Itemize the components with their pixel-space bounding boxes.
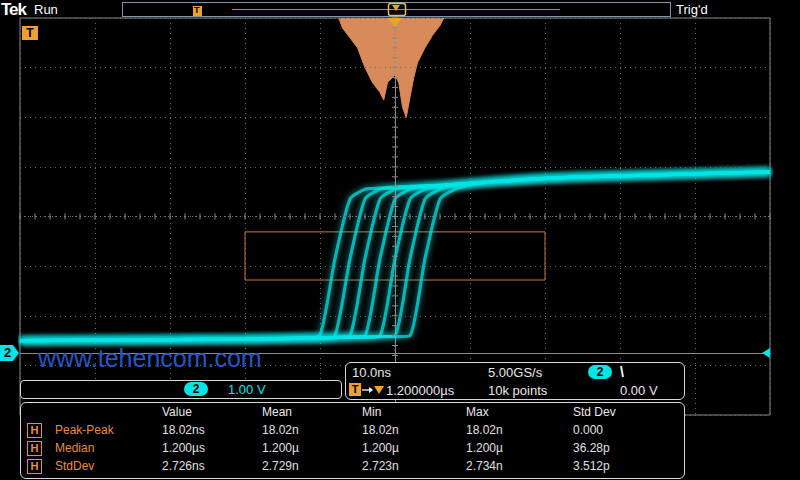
- html-text:5.00GS/s: 5.00GS/s: [488, 365, 543, 380]
- html-text:Value: Value: [162, 405, 192, 419]
- html-text:1.200µ: 1.200µ: [362, 441, 399, 455]
- html-text:2.734n: 2.734n: [466, 459, 503, 473]
- html-text:0.000: 0.000: [573, 423, 603, 437]
- html-text:H: H: [30, 460, 39, 472]
- html-text:18.02n: 18.02n: [466, 423, 503, 437]
- html-text:Mean: Mean: [262, 405, 292, 419]
- html-text:36.28p: 36.28p: [573, 441, 610, 455]
- html-text:Std Dev: Std Dev: [573, 405, 616, 419]
- html-text:1.200µs: 1.200µs: [162, 441, 205, 455]
- html-text:Min: Min: [362, 405, 382, 419]
- html-text:1.00 V: 1.00 V: [228, 382, 266, 397]
- html-text:2: 2: [192, 382, 200, 396]
- html-text:1.200000µs: 1.200000µs: [386, 383, 455, 398]
- html-text:T: T: [351, 383, 359, 395]
- html-text:www.tehencom.com: www.tehencom.com: [38, 344, 262, 372]
- html-text:Tek: Tek: [1, 0, 26, 19]
- html-text:Peak-Peak: Peak-Peak: [55, 423, 114, 437]
- html-text:Trig'd: Trig'd: [676, 2, 708, 17]
- html-text:3.512p: 3.512p: [573, 459, 610, 473]
- html-text:18.02ns: 18.02ns: [162, 423, 205, 437]
- svg-text:2: 2: [4, 345, 11, 360]
- html-text:2: 2: [596, 365, 604, 379]
- html-text:H: H: [30, 442, 39, 454]
- html-text:10k points: 10k points: [488, 383, 548, 398]
- html-text:Median: Median: [55, 441, 95, 455]
- html-text:1.200µ: 1.200µ: [262, 441, 299, 455]
- html-text:T: T: [26, 26, 34, 40]
- html-text:Run: Run: [34, 2, 58, 17]
- html-text:2.726ns: 2.726ns: [162, 459, 205, 473]
- html-text:1.200µ: 1.200µ: [466, 441, 503, 455]
- html-text:18.02n: 18.02n: [362, 423, 399, 437]
- html-text:H: H: [30, 424, 39, 436]
- html-text:0.00 V: 0.00 V: [620, 383, 658, 398]
- html-text:2.729n: 2.729n: [262, 459, 299, 473]
- html-text:2.723n: 2.723n: [362, 459, 399, 473]
- html-text:T: T: [194, 5, 200, 15]
- html-text:18.02n: 18.02n: [262, 423, 299, 437]
- html-text:10.0ns: 10.0ns: [352, 365, 391, 380]
- html-text:StdDev: StdDev: [55, 459, 95, 473]
- html-text:Max: Max: [466, 405, 489, 419]
